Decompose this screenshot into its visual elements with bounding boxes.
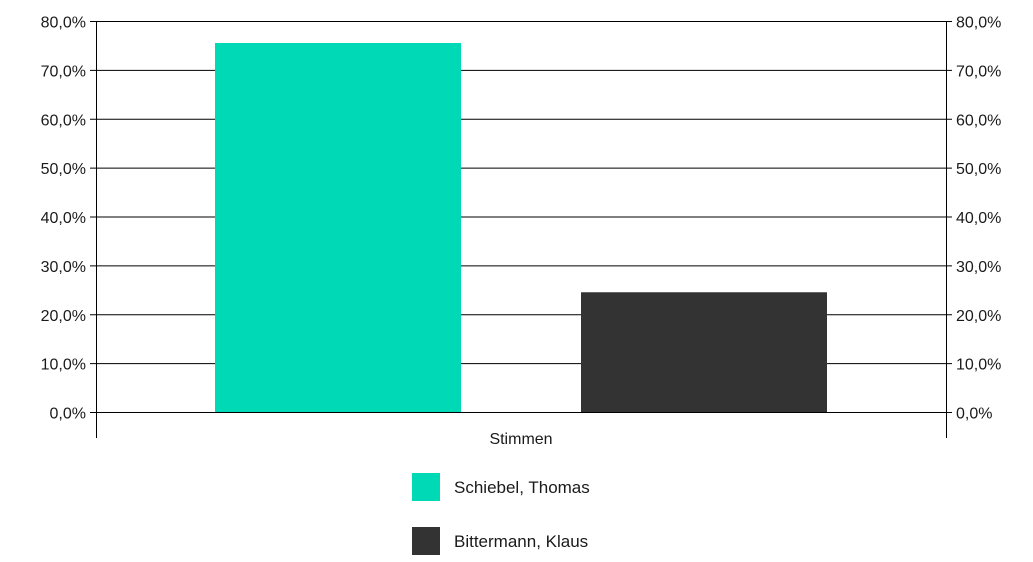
right-tick-label: 50,0% [956,161,1001,178]
category-label: Stimmen [489,431,552,448]
right-tick-label: 80,0% [956,15,1001,32]
right-tick-label: 40,0% [956,210,1001,227]
left-tick-label: 60,0% [41,112,86,129]
left-tick-label: 0,0% [50,406,86,423]
left-tick-label: 80,0% [41,15,86,32]
legend-label: Schiebel, Thomas [454,478,590,497]
left-tick-label: 30,0% [41,259,86,276]
left-tick-label: 50,0% [41,161,86,178]
right-tick-label: 30,0% [956,259,1001,276]
axes [90,21,952,438]
legend-swatch [412,473,440,501]
legend: Schiebel, Thomas Bittermann, Klaus [412,473,590,555]
right-tick-label: 70,0% [956,63,1001,80]
bars [215,42,827,413]
legend-label: Bittermann, Klaus [454,532,588,551]
left-tick-label: 20,0% [41,308,86,325]
left-tick-label: 70,0% [41,63,86,80]
bar [215,42,461,413]
left-tick-label: 10,0% [41,357,86,374]
right-tick-label: 20,0% [956,308,1001,325]
right-tick-label: 10,0% [956,357,1001,374]
bar [581,292,827,412]
right-tick-label: 0,0% [956,406,992,423]
tick-labels: 0,0% 0,0% 10,0% 10,0% 20,0% 20,0% 30,0% 30,0% 40… [41,15,1002,449]
legend-swatch [412,527,440,555]
left-tick-label: 40,0% [41,210,86,227]
right-tick-label: 60,0% [956,112,1001,129]
